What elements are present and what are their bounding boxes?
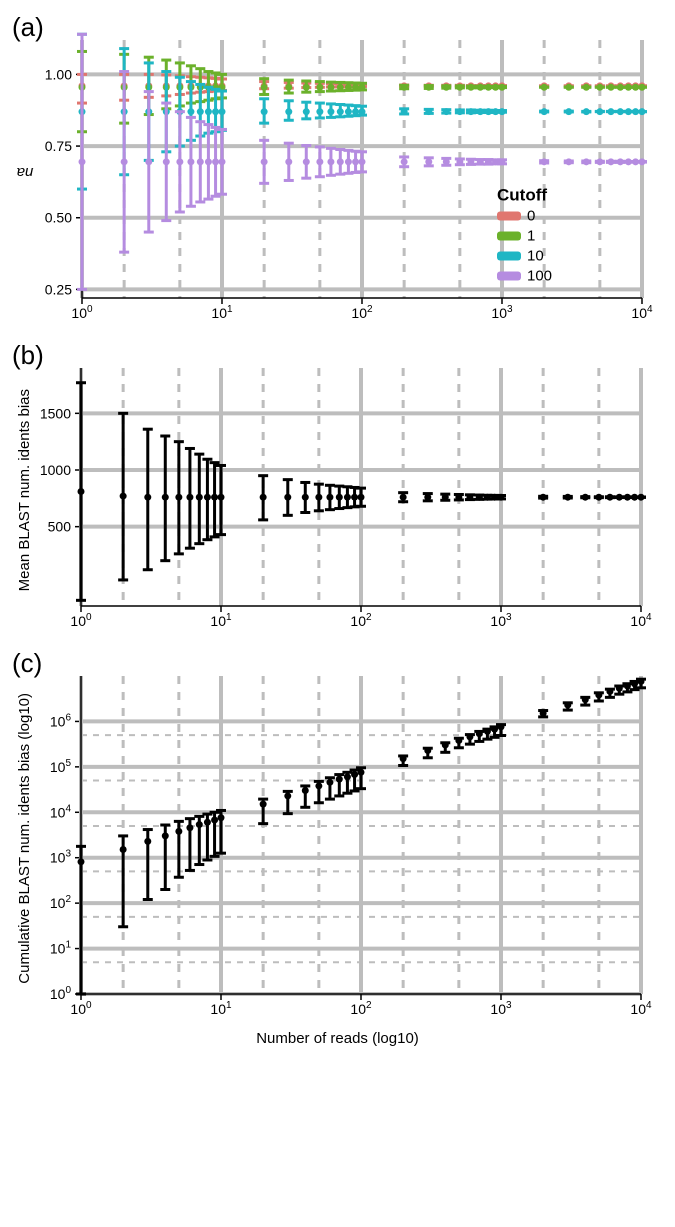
panel-a-ylabel: Correct A. thaliana read ID fraction: [12, 12, 34, 332]
svg-text:102: 102: [50, 894, 72, 911]
svg-text:0.25: 0.25: [45, 281, 72, 297]
svg-text:100: 100: [527, 268, 552, 285]
panel-b-ylabel: Mean BLAST num. idents bias: [12, 389, 33, 591]
svg-text:101: 101: [210, 612, 232, 629]
svg-text:0.50: 0.50: [45, 210, 72, 226]
panel-a: (a) Correct A. thaliana read ID fraction…: [12, 12, 663, 332]
panel-c-plot: 100 101 102 103 104 105 106 100 101 102 103 104: [33, 648, 653, 1028]
svg-text:Correct A. thaliana read ID fr: Correct A. thaliana read ID fraction: [16, 164, 34, 181]
panel-c-ylabel: Cumulative BLAST num. idents bias (log10…: [12, 693, 33, 984]
panel-b-plot: 500 1000 1500 100 101 102 103 104: [33, 340, 653, 640]
xlabel: Number of reads (log10): [12, 1030, 663, 1047]
svg-text:1.00: 1.00: [45, 66, 72, 82]
svg-text:104: 104: [630, 1000, 652, 1017]
svg-text:101: 101: [210, 1000, 232, 1017]
svg-text:103: 103: [490, 1000, 512, 1017]
panel-a-plot: 0.25 0.50 0.75 1.00 100 101 102 103 104 Cutoff 0 1 1…: [34, 12, 654, 332]
svg-text:101: 101: [50, 940, 72, 957]
svg-text:100: 100: [70, 1000, 92, 1017]
svg-text:103: 103: [490, 612, 512, 629]
svg-text:100: 100: [71, 304, 93, 321]
svg-text:1: 1: [527, 228, 535, 245]
svg-text:0: 0: [527, 208, 535, 225]
svg-text:100: 100: [50, 985, 72, 1002]
svg-text:1000: 1000: [40, 462, 71, 478]
svg-text:1500: 1500: [40, 405, 71, 421]
svg-text:102: 102: [350, 1000, 372, 1017]
svg-text:500: 500: [48, 519, 72, 535]
svg-text:102: 102: [350, 612, 372, 629]
svg-text:100: 100: [70, 612, 92, 629]
svg-text:104: 104: [630, 612, 652, 629]
panel-b: (b) Mean BLAST num. idents bias 500 1000 1…: [12, 340, 663, 640]
svg-text:103: 103: [491, 304, 513, 321]
svg-text:104: 104: [50, 803, 72, 820]
svg-text:0.75: 0.75: [45, 138, 72, 154]
panel-c: (c) Cumulative BLAST num. idents bias (l…: [12, 648, 663, 1047]
svg-text:103: 103: [50, 849, 72, 866]
svg-text:106: 106: [50, 712, 72, 729]
panel-b-label: (b): [12, 340, 44, 371]
figure: (a) Correct A. thaliana read ID fraction…: [12, 12, 663, 1047]
svg-text:101: 101: [211, 304, 233, 321]
svg-text:Cutoff: Cutoff: [497, 186, 547, 205]
svg-text:105: 105: [50, 758, 72, 775]
svg-text:102: 102: [351, 304, 373, 321]
panel-c-label: (c): [12, 648, 42, 679]
svg-text:104: 104: [631, 304, 653, 321]
svg-text:10: 10: [527, 248, 544, 265]
